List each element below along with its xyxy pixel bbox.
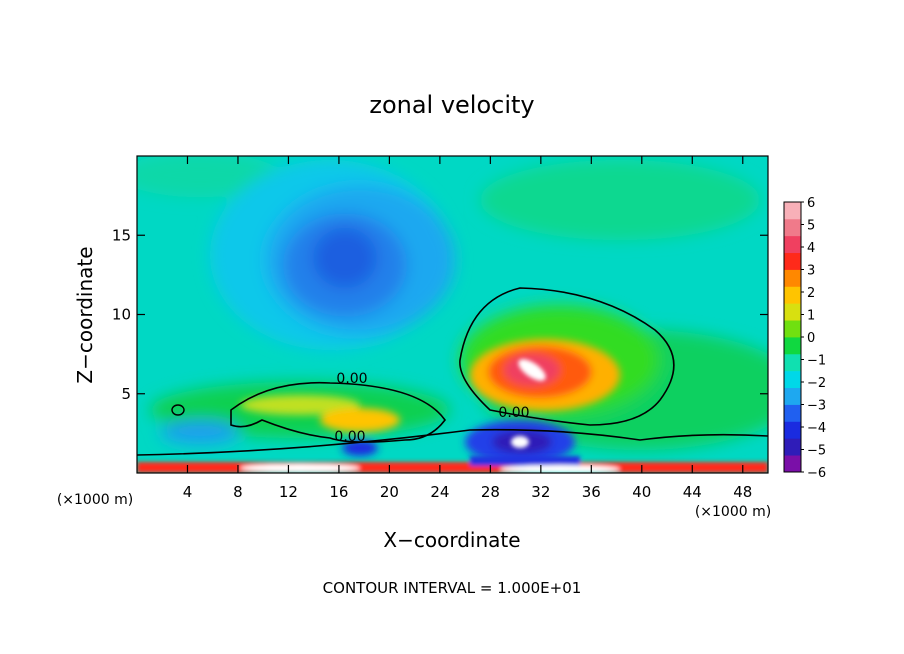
chart-title: zonal velocity <box>369 91 534 119</box>
colorbar-swatch <box>784 370 801 389</box>
colorbar-swatch <box>784 286 801 304</box>
colorbar-swatch <box>784 353 801 372</box>
colorbar-tick-label: −4 <box>807 421 826 436</box>
colorbar-swatch <box>784 320 801 338</box>
x-axis: 4 8 12 16 20 24 28 32 36 40 44 48 <box>183 156 752 501</box>
contour-label-2: 0.00 <box>498 405 529 421</box>
colorbar-tick-label: 6 <box>807 196 815 211</box>
colorbar-tick-label: −6 <box>807 466 826 481</box>
contour-labels: 0.00 0.00 0.00 <box>334 371 529 445</box>
x-unit-label-right: (×1000 m) <box>695 504 771 520</box>
colorbar-swatch <box>784 269 801 287</box>
colorbar-swatch <box>784 235 801 254</box>
y-tick-label: 15 <box>112 226 131 244</box>
y-tick-label: 5 <box>121 385 131 403</box>
y-axis-label: Z−coordinate <box>73 246 97 383</box>
colorbar-swatch <box>784 218 801 237</box>
x-tick-label: 48 <box>733 483 752 501</box>
x-tick-label: 36 <box>582 483 601 501</box>
colorbar-swatch <box>784 303 801 321</box>
x-tick-label: 20 <box>380 483 399 501</box>
x-axis-label: X−coordinate <box>383 528 520 552</box>
x-tick-label: 8 <box>233 483 243 501</box>
x-tick-label: 4 <box>183 483 193 501</box>
colorbar-tick-label: 0 <box>807 331 815 346</box>
colorbar-swatch <box>784 202 801 220</box>
colorbar-tick-label: 3 <box>807 264 815 279</box>
colorbar: 6 5 4 3 2 1 0 −1 −2 −3 −4 −5 −6 <box>783 196 826 481</box>
x-tick-label: 16 <box>329 483 348 501</box>
colorbar-swatch <box>784 387 801 405</box>
x-unit-label: (×1000 m) <box>57 492 133 508</box>
x-tick-label: 12 <box>279 483 298 501</box>
contour-interval-text: CONTOUR INTERVAL = 1.000E+01 <box>323 579 582 597</box>
colorbar-swatch <box>784 421 801 439</box>
x-tick-label: 32 <box>531 483 550 501</box>
y-axis: 5 10 15 <box>112 226 768 403</box>
colorbar-swatch <box>784 252 801 270</box>
colorbar-tick-label: −3 <box>807 399 826 414</box>
x-tick-label: 24 <box>430 483 449 501</box>
x-tick-label: 40 <box>632 483 651 501</box>
x-tick-label: 28 <box>481 483 500 501</box>
y-tick-label: 10 <box>112 306 131 324</box>
velocity-field <box>137 156 768 473</box>
colorbar-tick-label: 1 <box>807 309 815 324</box>
colorbar-swatch <box>784 404 801 422</box>
colorbar-tick-label: −1 <box>807 354 826 369</box>
colorbar-tick-label: −5 <box>807 444 826 459</box>
colorbar-swatch <box>784 438 801 456</box>
colorbar-tick-label: 4 <box>807 241 815 256</box>
contour-label-3: 0.00 <box>334 429 365 445</box>
x-tick-label: 44 <box>683 483 702 501</box>
colorbar-tick-label: 2 <box>807 286 815 301</box>
colorbar-swatch <box>784 455 801 473</box>
colorbar-swatch <box>784 337 801 355</box>
colorbar-tick-label: 5 <box>807 219 815 234</box>
contour-label-1: 0.00 <box>336 371 367 387</box>
colorbar-tick-label: −2 <box>807 376 826 391</box>
